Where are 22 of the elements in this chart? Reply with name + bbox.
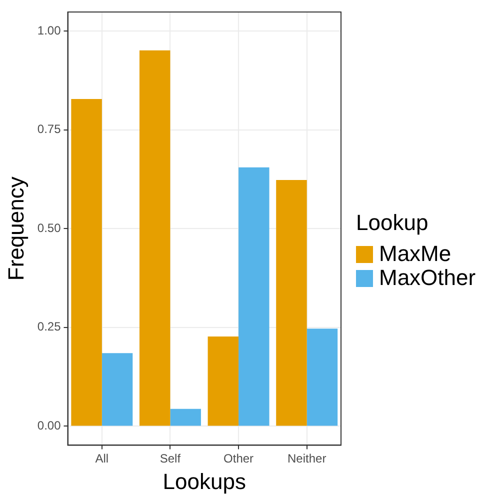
y-tick-label: 1.00 bbox=[37, 23, 62, 38]
bar bbox=[102, 353, 133, 426]
y-tick-label: 0.50 bbox=[37, 220, 62, 235]
x-tick-label: Self bbox=[160, 452, 182, 466]
x-tick-label: All bbox=[95, 452, 109, 466]
legend-title: Lookup bbox=[356, 210, 430, 236]
y-tick-label: 0.75 bbox=[37, 122, 62, 136]
y-axis-title: Frequency bbox=[3, 176, 28, 281]
bar bbox=[139, 50, 170, 426]
bar bbox=[276, 180, 307, 426]
bar bbox=[208, 336, 239, 426]
y-tick-label: 0.25 bbox=[37, 320, 62, 334]
x-tick-label: Other bbox=[224, 452, 254, 466]
legend-label: MaxOther bbox=[379, 265, 476, 290]
bar bbox=[71, 98, 102, 426]
y-tick-label: 0.00 bbox=[37, 418, 62, 433]
bar bbox=[170, 408, 201, 426]
bar bbox=[306, 328, 338, 426]
x-tick-label: Neither bbox=[288, 452, 326, 466]
x-axis-title: Lookups bbox=[162, 468, 246, 494]
bar bbox=[238, 167, 270, 426]
legend-label: MaxMe bbox=[379, 241, 452, 266]
